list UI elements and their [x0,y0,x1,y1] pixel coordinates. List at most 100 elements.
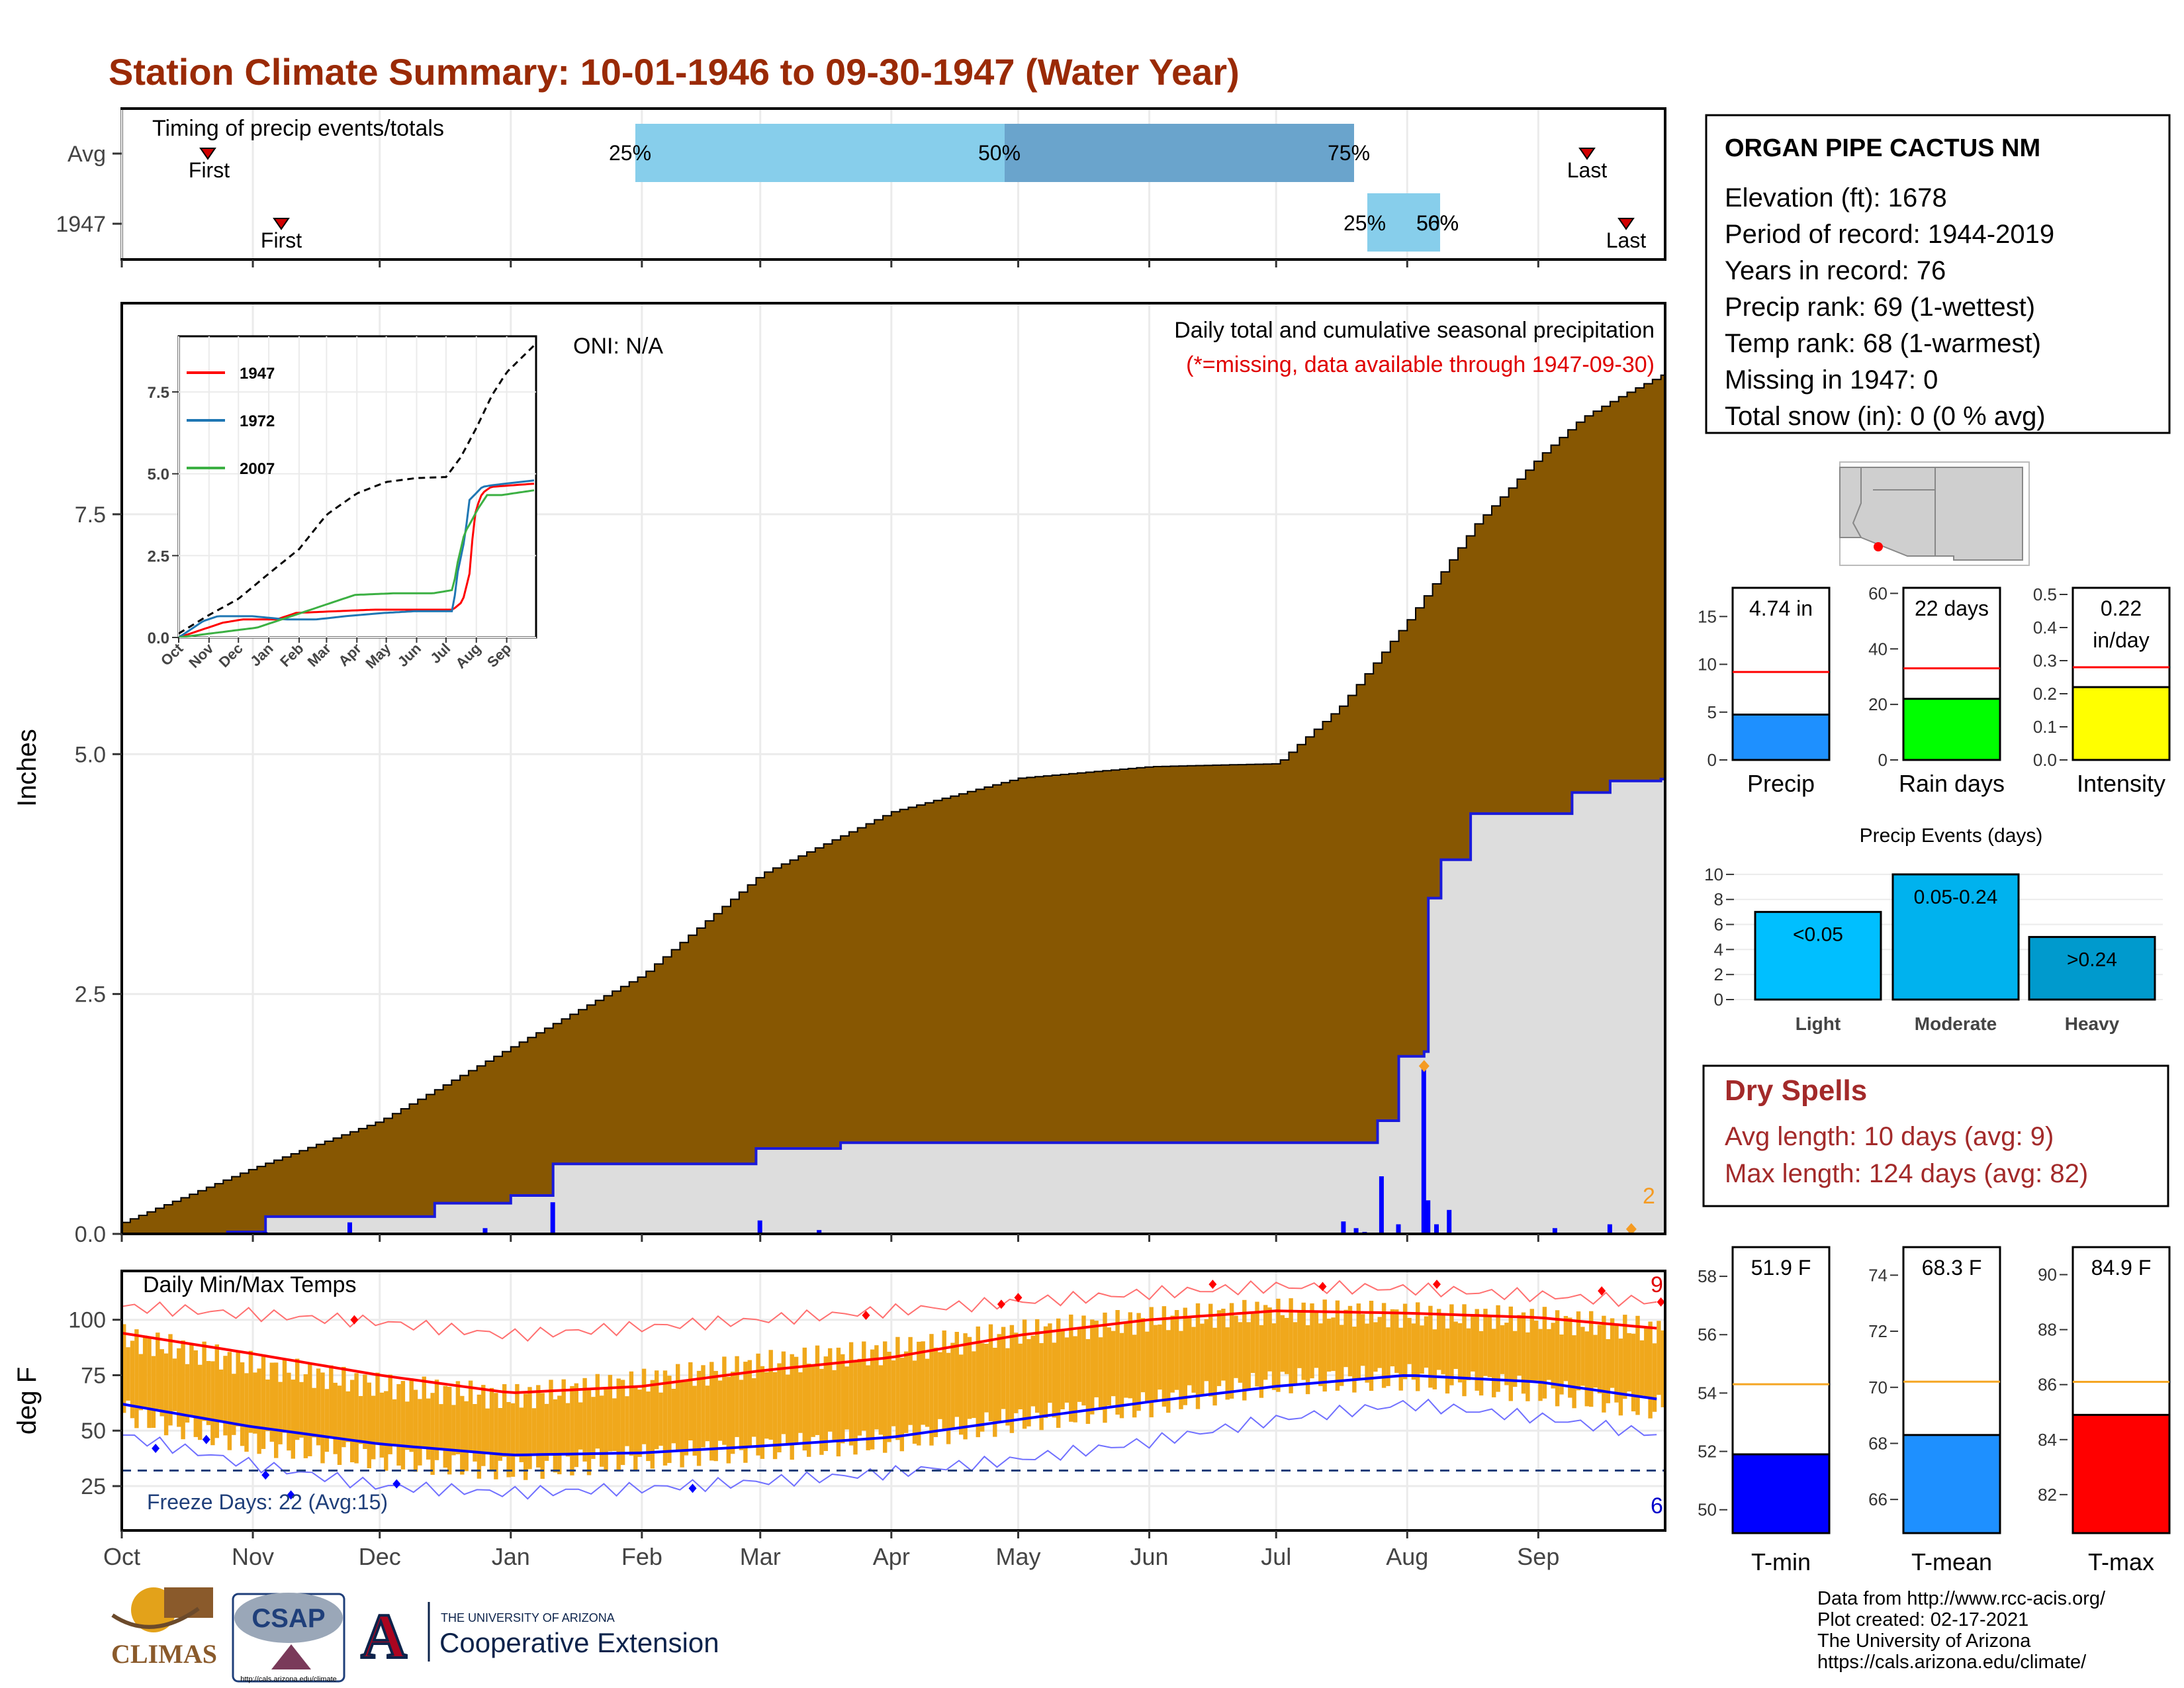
daily-temp-range-bar [489,1387,494,1470]
daily-temp-range-bar [312,1387,316,1438]
daily-temp-range-bar [308,1364,312,1456]
daily-temp-range-bar [857,1358,862,1436]
daily-temp-range-bar [350,1380,355,1462]
events-axis-label-moderate: Moderate [1915,1013,1997,1034]
t-max-gauge-value-bar [2071,1413,2171,1534]
daily-temp-range-bar [303,1374,308,1458]
daily-temp-range-bar [172,1358,177,1411]
daily-temp-range-bar [422,1376,426,1448]
station-line-snow: Total snow (in): 0 (0 % avg) [1725,402,2046,431]
t-min-gauge-tick-label-4: 58 [1698,1266,1717,1286]
daily-precip-bar [1434,1224,1439,1234]
precip-gauge-tick-label-3: 15 [1698,606,1717,626]
intensity-gauge-value-label: 0.22 [2101,596,2142,620]
daily-temp-range-bar [274,1362,279,1458]
daily-temp-range-bar [1471,1315,1475,1372]
inset-ytick-label-2: 5.0 [148,466,169,484]
daily-temp-range-bar [1103,1312,1107,1423]
daily-temp-range-bar [443,1385,447,1468]
daily-temp-range-bar [1483,1309,1488,1376]
daily-temp-range-bar [1652,1343,1657,1412]
daily-temp-range-bar [777,1363,782,1452]
daily-temp-range-bar [988,1324,993,1422]
ua-big-text: Cooperative Extension [439,1627,719,1658]
daily-temp-range-bar [549,1380,553,1454]
daily-temp-range-bar [684,1380,689,1456]
temperature-panel-frame [120,1270,1666,1532]
t-min-gauge-label: T-min [1751,1548,1811,1575]
daily-temp-range-bar [371,1395,376,1460]
avg-p25-label: 25% [609,141,651,165]
dry-spells-title: Dry Spells [1725,1074,1867,1107]
daily-temp-range-bar [688,1362,693,1440]
daily-temp-range-bar [536,1385,541,1468]
daily-temp-range-bar [1276,1298,1281,1392]
t-min-gauge-tick-label-2: 54 [1698,1383,1717,1403]
daily-temp-range-bar [612,1398,617,1451]
daily-temp-range-bar [324,1389,330,1452]
record-high-marker [1657,1297,1665,1307]
temperature-xtick-label-apr: Apr [873,1543,910,1570]
intensity-gauge-value-unit: in/day [2093,628,2149,652]
daily-temp-range-bar [768,1350,773,1440]
temperature-xtick-label-sep: Sep [1517,1543,1559,1570]
avg-25-50-bar [635,124,1005,182]
location-map [1839,461,2030,566]
temperature-xtick-label-feb: Feb [621,1543,662,1570]
daily-temp-range-bar [781,1351,786,1434]
daily-temp-range-bar [620,1380,625,1466]
footer-credits: Data from http://www.rcc-acis.org/ Plot … [1817,1588,2106,1673]
events-ytick-label-2: 4 [1714,939,1723,959]
daily-temp-range-bar [836,1347,841,1457]
t-max-gauge-tick-label-0: 82 [2038,1485,2057,1505]
avg-first-marker [199,148,216,160]
daily-temp-range-bar [1052,1342,1056,1418]
map-state-nm [1934,467,2023,561]
intensity-gauge-tick-label-0: 0.0 [2033,750,2057,770]
cumulative-panel: 0.0 2.5 5.0 7.5 Inches Daily total and cumu… [13,302,1666,1247]
daily-temp-range-bar [236,1351,240,1427]
daily-temp-range-bar [786,1374,790,1445]
daily-temp-range-bar [218,1369,224,1422]
daily-temp-range-bar [232,1374,236,1435]
daily-temp-range-bar [1340,1325,1344,1386]
daily-temp-range-bar [1648,1321,1653,1419]
daily-temp-range-bar [764,1372,769,1439]
footer-line-data: Data from http://www.rcc-acis.org/ [1817,1588,2106,1609]
daily-temp-range-bar [844,1366,849,1430]
precip-gauge-tick-label-1: 5 [1707,702,1717,722]
daily-temp-range-bar [1174,1310,1179,1390]
daily-temp-range-bar [676,1364,680,1450]
daily-temp-range-bar [1335,1300,1340,1391]
daily-temp-range-bar [731,1372,735,1454]
daily-temp-range-bar [1331,1317,1336,1372]
daily-temp-range-bar [1085,1338,1091,1424]
t-max-gauge-tick-label-1: 84 [2038,1430,2057,1450]
daily-temp-range-bar [1462,1304,1467,1397]
daily-temp-range-bar [1614,1324,1619,1403]
cumulative-y-axis: 0.0 2.5 5.0 7.5 [75,502,122,1247]
legend-label-1972: 1972 [240,412,275,430]
station-line-years: Years in record: 76 [1725,256,1946,285]
daily-temp-range-bar [671,1389,676,1444]
daily-temp-range-bar [891,1360,896,1427]
daily-temp-range-bar [1390,1309,1395,1367]
daily-temp-range-bar [866,1365,870,1450]
daily-temp-range-bar [1513,1331,1518,1387]
cumulative-ytick-label-1: 2.5 [75,982,106,1008]
daily-temp-range-bar [946,1352,951,1444]
inset-grid [178,336,536,638]
t-min-gauge-tick-label-1: 52 [1698,1442,1717,1462]
daily-temp-range-bar [841,1354,845,1444]
daily-temp-range-bar [1035,1319,1040,1413]
cumulative-subtitle: Daily total and cumulative seasonal prec… [1174,318,1655,343]
freeze-days-label: Freeze Days: 22 (Avg:15) [147,1490,388,1514]
daily-temp-range-bar [1022,1319,1027,1429]
daily-precip-bar [1421,1066,1426,1234]
daily-temp-range-bar [1445,1328,1450,1394]
record-low-marker [392,1479,401,1489]
csap-logo-text: CSAP [251,1604,325,1633]
daily-temp-range-bar [1048,1323,1052,1403]
daily-temp-range-bar [608,1375,613,1452]
daily-temp-range-bar [984,1344,989,1413]
